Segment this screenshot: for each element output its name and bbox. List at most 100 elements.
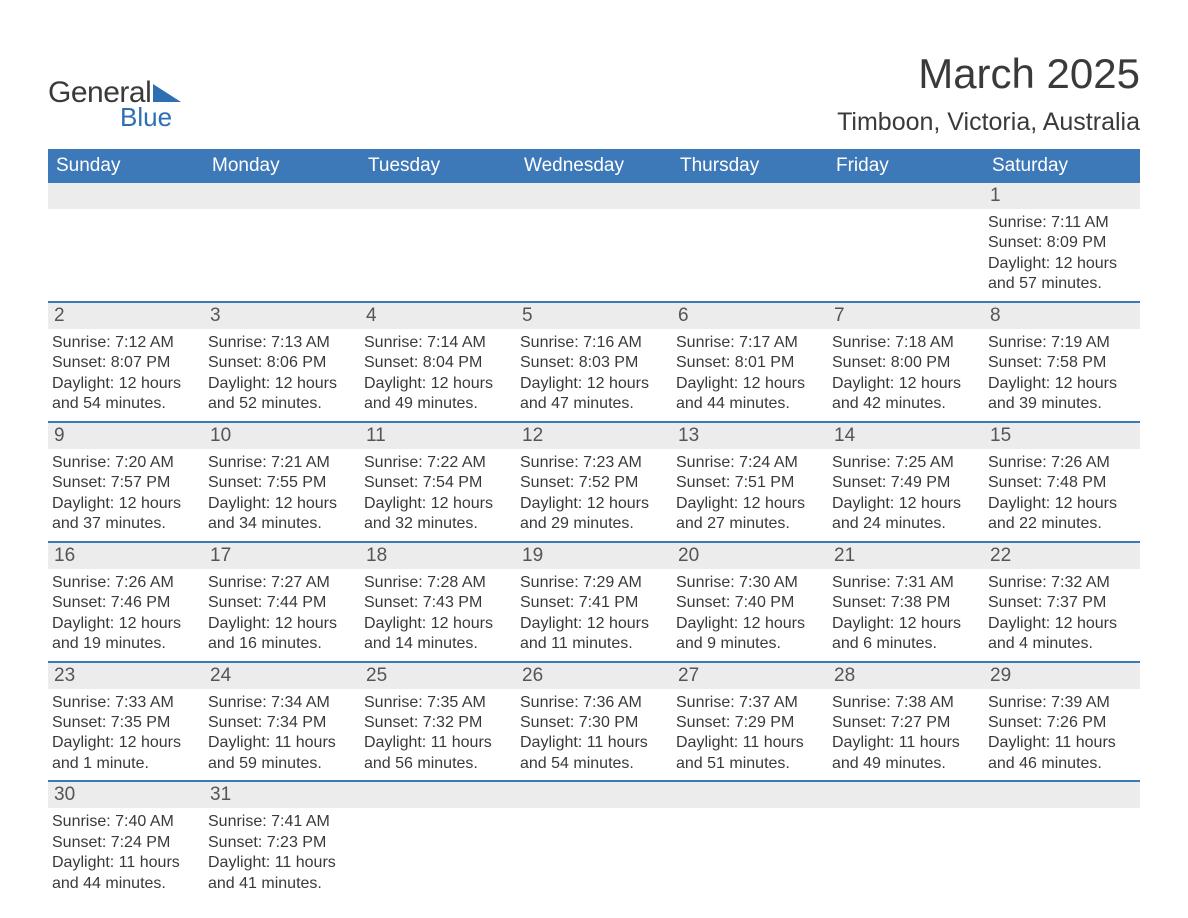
day-cell: 8Sunrise: 7:19 AMSunset: 7:58 PMDaylight… bbox=[984, 303, 1140, 421]
day-body bbox=[204, 209, 360, 219]
day-number: 3 bbox=[204, 303, 360, 329]
weekday-header: Saturday bbox=[984, 149, 1140, 183]
day-number: 9 bbox=[48, 423, 204, 449]
day-cell: 29Sunrise: 7:39 AMSunset: 7:26 PMDayligh… bbox=[984, 663, 1140, 781]
day-body: Sunrise: 7:34 AMSunset: 7:34 PMDaylight:… bbox=[204, 689, 360, 781]
day-cell: 9Sunrise: 7:20 AMSunset: 7:57 PMDaylight… bbox=[48, 423, 204, 541]
day-number: 14 bbox=[828, 423, 984, 449]
daylight-line: Daylight: 12 hours and 16 minutes. bbox=[208, 614, 356, 655]
day-body: Sunrise: 7:21 AMSunset: 7:55 PMDaylight:… bbox=[204, 449, 360, 541]
day-body bbox=[828, 209, 984, 219]
day-body: Sunrise: 7:32 AMSunset: 7:37 PMDaylight:… bbox=[984, 569, 1140, 661]
sunset-line: Sunset: 7:37 PM bbox=[988, 593, 1136, 613]
week-row: 16Sunrise: 7:26 AMSunset: 7:46 PMDayligh… bbox=[48, 541, 1140, 661]
day-cell: 26Sunrise: 7:36 AMSunset: 7:30 PMDayligh… bbox=[516, 663, 672, 781]
daylight-line: Daylight: 12 hours and 37 minutes. bbox=[52, 494, 200, 535]
day-body: Sunrise: 7:38 AMSunset: 7:27 PMDaylight:… bbox=[828, 689, 984, 781]
daylight-line: Daylight: 12 hours and 44 minutes. bbox=[676, 374, 824, 415]
day-number bbox=[48, 183, 204, 209]
day-cell bbox=[204, 183, 360, 301]
day-body: Sunrise: 7:28 AMSunset: 7:43 PMDaylight:… bbox=[360, 569, 516, 661]
daylight-line: Daylight: 12 hours and 1 minute. bbox=[52, 733, 200, 774]
day-cell bbox=[516, 183, 672, 301]
sunrise-line: Sunrise: 7:28 AM bbox=[364, 573, 512, 593]
day-cell: 23Sunrise: 7:33 AMSunset: 7:35 PMDayligh… bbox=[48, 663, 204, 781]
day-cell: 13Sunrise: 7:24 AMSunset: 7:51 PMDayligh… bbox=[672, 423, 828, 541]
day-cell: 18Sunrise: 7:28 AMSunset: 7:43 PMDayligh… bbox=[360, 543, 516, 661]
day-number: 21 bbox=[828, 543, 984, 569]
day-cell: 1Sunrise: 7:11 AMSunset: 8:09 PMDaylight… bbox=[984, 183, 1140, 301]
day-body bbox=[360, 808, 516, 818]
sunset-line: Sunset: 7:48 PM bbox=[988, 473, 1136, 493]
sunrise-line: Sunrise: 7:41 AM bbox=[208, 812, 356, 832]
day-body: Sunrise: 7:35 AMSunset: 7:32 PMDaylight:… bbox=[360, 689, 516, 781]
day-number: 17 bbox=[204, 543, 360, 569]
sunrise-line: Sunrise: 7:34 AM bbox=[208, 693, 356, 713]
day-body: Sunrise: 7:13 AMSunset: 8:06 PMDaylight:… bbox=[204, 329, 360, 421]
daylight-line: Daylight: 12 hours and 49 minutes. bbox=[364, 374, 512, 415]
logo-text-blue: Blue bbox=[120, 104, 181, 130]
daylight-line: Daylight: 12 hours and 29 minutes. bbox=[520, 494, 668, 535]
day-body: Sunrise: 7:37 AMSunset: 7:29 PMDaylight:… bbox=[672, 689, 828, 781]
day-number: 25 bbox=[360, 663, 516, 689]
day-body: Sunrise: 7:30 AMSunset: 7:40 PMDaylight:… bbox=[672, 569, 828, 661]
day-number: 18 bbox=[360, 543, 516, 569]
day-number bbox=[984, 782, 1140, 808]
day-number bbox=[360, 183, 516, 209]
day-number bbox=[672, 183, 828, 209]
day-cell: 27Sunrise: 7:37 AMSunset: 7:29 PMDayligh… bbox=[672, 663, 828, 781]
sunrise-line: Sunrise: 7:16 AM bbox=[520, 333, 668, 353]
daylight-line: Daylight: 12 hours and 9 minutes. bbox=[676, 614, 824, 655]
daylight-line: Daylight: 11 hours and 51 minutes. bbox=[676, 733, 824, 774]
sunrise-line: Sunrise: 7:19 AM bbox=[988, 333, 1136, 353]
day-cell bbox=[672, 782, 828, 900]
day-cell: 3Sunrise: 7:13 AMSunset: 8:06 PMDaylight… bbox=[204, 303, 360, 421]
daylight-line: Daylight: 12 hours and 34 minutes. bbox=[208, 494, 356, 535]
day-cell: 11Sunrise: 7:22 AMSunset: 7:54 PMDayligh… bbox=[360, 423, 516, 541]
sunrise-line: Sunrise: 7:38 AM bbox=[832, 693, 980, 713]
day-body: Sunrise: 7:31 AMSunset: 7:38 PMDaylight:… bbox=[828, 569, 984, 661]
day-number: 13 bbox=[672, 423, 828, 449]
day-number bbox=[516, 183, 672, 209]
daylight-line: Daylight: 12 hours and 11 minutes. bbox=[520, 614, 668, 655]
day-number: 29 bbox=[984, 663, 1140, 689]
sunset-line: Sunset: 7:55 PM bbox=[208, 473, 356, 493]
sunrise-line: Sunrise: 7:32 AM bbox=[988, 573, 1136, 593]
logo: General Blue bbox=[48, 50, 181, 130]
daylight-line: Daylight: 12 hours and 54 minutes. bbox=[52, 374, 200, 415]
day-body bbox=[360, 209, 516, 219]
sunrise-line: Sunrise: 7:12 AM bbox=[52, 333, 200, 353]
sunset-line: Sunset: 8:07 PM bbox=[52, 353, 200, 373]
daylight-line: Daylight: 12 hours and 57 minutes. bbox=[988, 254, 1136, 295]
daylight-line: Daylight: 12 hours and 19 minutes. bbox=[52, 614, 200, 655]
sunset-line: Sunset: 7:23 PM bbox=[208, 833, 356, 853]
day-number bbox=[360, 782, 516, 808]
day-body: Sunrise: 7:22 AMSunset: 7:54 PMDaylight:… bbox=[360, 449, 516, 541]
sunrise-line: Sunrise: 7:24 AM bbox=[676, 453, 824, 473]
daylight-line: Daylight: 11 hours and 41 minutes. bbox=[208, 853, 356, 894]
sunrise-line: Sunrise: 7:20 AM bbox=[52, 453, 200, 473]
day-cell: 15Sunrise: 7:26 AMSunset: 7:48 PMDayligh… bbox=[984, 423, 1140, 541]
day-body: Sunrise: 7:23 AMSunset: 7:52 PMDaylight:… bbox=[516, 449, 672, 541]
sunrise-line: Sunrise: 7:39 AM bbox=[988, 693, 1136, 713]
sunset-line: Sunset: 7:57 PM bbox=[52, 473, 200, 493]
day-cell: 7Sunrise: 7:18 AMSunset: 8:00 PMDaylight… bbox=[828, 303, 984, 421]
day-number: 5 bbox=[516, 303, 672, 329]
week-row: 1Sunrise: 7:11 AMSunset: 8:09 PMDaylight… bbox=[48, 183, 1140, 301]
day-number: 2 bbox=[48, 303, 204, 329]
weekday-header: Wednesday bbox=[516, 149, 672, 183]
day-cell: 31 Sunrise: 7:41 AMSunset: 7:23 PMDayligh… bbox=[204, 782, 360, 900]
week-row: 30Sunrise: 7:40 AMSunset: 7:24 PMDayligh… bbox=[48, 780, 1140, 900]
day-body: Sunrise: 7:20 AMSunset: 7:57 PMDaylight:… bbox=[48, 449, 204, 541]
day-body bbox=[984, 808, 1140, 818]
sunrise-line: Sunrise: 7:27 AM bbox=[208, 573, 356, 593]
daylight-line: Daylight: 12 hours and 42 minutes. bbox=[832, 374, 980, 415]
day-number: 20 bbox=[672, 543, 828, 569]
day-body: Sunrise: 7:26 AMSunset: 7:46 PMDaylight:… bbox=[48, 569, 204, 661]
sunrise-line: Sunrise: 7:13 AM bbox=[208, 333, 356, 353]
day-number: 31 bbox=[204, 782, 360, 808]
day-number: 1 bbox=[984, 183, 1140, 209]
sunset-line: Sunset: 7:32 PM bbox=[364, 713, 512, 733]
week-row: 23Sunrise: 7:33 AMSunset: 7:35 PMDayligh… bbox=[48, 661, 1140, 781]
daylight-line: Daylight: 11 hours and 46 minutes. bbox=[988, 733, 1136, 774]
